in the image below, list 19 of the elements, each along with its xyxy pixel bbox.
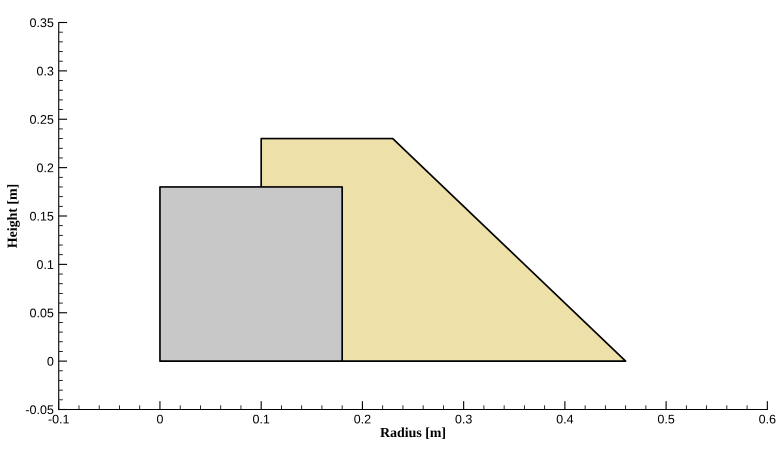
y-axis-title: Height [m]	[7, 184, 20, 248]
y-tick-label: 0.05	[30, 308, 54, 318]
x-tick-label: 0.4	[556, 414, 574, 424]
y-tick-label: -0.05	[26, 405, 54, 414]
y-tick-label: 0.3	[36, 66, 54, 76]
y-tick-label: 0	[47, 356, 54, 366]
y-tick-label: 0.2	[36, 163, 54, 172]
y-tick-label: 0.35	[30, 18, 54, 28]
x-tick-label: 0.6	[759, 414, 776, 424]
x-tick-label: 0.2	[354, 414, 370, 424]
y-tick-label: 0.1	[36, 260, 54, 270]
x-tick-label: 0	[156, 414, 163, 424]
y-tick-label: 0.25	[30, 115, 54, 124]
x-tick-label: 0.3	[455, 414, 472, 424]
x-tick-label: -0.1	[48, 414, 69, 424]
x-tick-label: 0.5	[658, 414, 674, 424]
x-tick-label: 0.1	[252, 414, 270, 424]
x-axis-title: Radius [m]	[380, 427, 445, 439]
y-tick-label: 0.15	[30, 212, 54, 221]
